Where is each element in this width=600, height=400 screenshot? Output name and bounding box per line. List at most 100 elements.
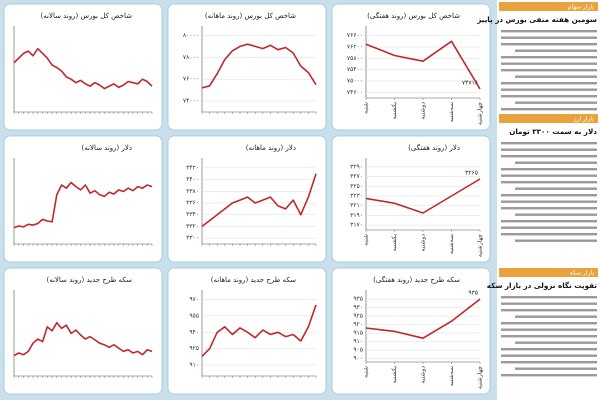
- y-tick-label: ۳۲۹۰: [350, 163, 363, 170]
- section-header-bar: [499, 2, 598, 11]
- text-line: [515, 101, 597, 104]
- chart-panel: [167, 135, 327, 263]
- chart-title: دلار (روند سالانه): [82, 144, 132, 152]
- x-tick-label: سه‌شنبه: [448, 102, 455, 122]
- y-tick-label: ۷۴۶۰۰: [347, 89, 363, 96]
- text-line: [501, 296, 597, 299]
- chart-title: شاخص کل بورس (روند ماهانه): [205, 12, 296, 20]
- chart-panel: [3, 3, 163, 131]
- y-tick-label: ۷۶۰۰۰: [183, 76, 199, 83]
- y-tick-label: ۸۰۰۰۰: [183, 32, 199, 39]
- y-tick-label: ۳۴۰۰: [186, 176, 199, 183]
- y-tick-label: ۳۱۹۰: [350, 212, 363, 219]
- text-line: [515, 49, 597, 52]
- text-line: [501, 194, 597, 197]
- text-line: [501, 200, 597, 203]
- text-line: [515, 341, 597, 344]
- text-line: [501, 69, 597, 72]
- data-line: [13, 181, 153, 229]
- text-line: [501, 82, 597, 85]
- text-line: [501, 328, 597, 331]
- y-tick-label: ۷۶۶۰۰: [347, 32, 363, 39]
- x-tick-label: سه‌شنبه: [448, 366, 455, 386]
- text-line: [501, 361, 597, 364]
- text-line: [501, 155, 597, 158]
- y-tick-label: ۹۳۰: [353, 304, 363, 311]
- y-tick-label: ۷۵۰۰۰: [347, 78, 363, 85]
- text-line: [501, 181, 597, 184]
- chart-title: سکه طرح جدید (روند ماهانه): [211, 276, 296, 284]
- data-line: [13, 321, 153, 357]
- y-tick-label: ۹۱۰: [189, 362, 199, 369]
- data-label: ۷۴۷۱۶: [462, 80, 478, 87]
- data-label: ۹۳۵: [468, 290, 478, 297]
- text-line: [501, 88, 597, 91]
- data-line: [365, 178, 481, 214]
- text-line: [501, 302, 597, 305]
- y-tick-label: ۳۴۲۰: [186, 164, 199, 171]
- text-line: [515, 75, 597, 78]
- text-line: [501, 36, 597, 39]
- text-line: [501, 374, 597, 377]
- y-tick-label: ۹۱۰: [353, 338, 363, 345]
- text-line: [515, 315, 597, 318]
- y-tick-label: ۳۳۴۰: [186, 211, 199, 218]
- y-tick-label: ۷۵۴۰۰: [347, 66, 363, 73]
- data-line: [201, 304, 317, 357]
- section-title: تقویت نگاه نزولی در بازار سکه: [487, 281, 597, 290]
- y-tick-label: ۳۳۶۰: [186, 200, 199, 207]
- chart-title: شاخص کل بورس (روند هفتگی): [367, 11, 460, 20]
- y-tick-label: ۳۱۷۰: [350, 222, 363, 229]
- x-tick-label: یکشنبه: [391, 234, 398, 252]
- x-tick-label: یکشنبه: [391, 366, 398, 384]
- section-header: بازار ارز: [573, 116, 595, 123]
- y-tick-label: ۳۲۳۰: [350, 193, 363, 200]
- y-tick-label: ۹۰۰: [353, 355, 363, 362]
- x-tick-label: دوشنبه: [420, 102, 427, 120]
- text-line: [515, 161, 597, 164]
- text-line: [515, 367, 597, 370]
- sidebar-background: [497, 0, 600, 400]
- section-header-bar: [499, 268, 598, 277]
- y-tick-label: ۳۳۸۰: [186, 188, 199, 195]
- y-tick-label: ۷۵۸۰۰: [347, 55, 363, 62]
- x-tick-label: سه‌شنبه: [448, 234, 455, 254]
- y-tick-label: ۹۱۵: [353, 330, 363, 337]
- text-line: [501, 348, 597, 351]
- data-line: [365, 298, 481, 339]
- text-line: [501, 142, 597, 145]
- x-tick-label: دوشنبه: [420, 234, 427, 252]
- y-tick-label: ۹۵۵: [189, 312, 199, 319]
- y-tick-label: ۷۶۲۰۰: [347, 44, 363, 51]
- y-tick-label: ۳۲۷۰: [350, 173, 363, 180]
- chart-title: سکه طرح جدید (روند هفتگی): [373, 275, 460, 284]
- y-tick-label: ۹۰۵: [353, 347, 363, 354]
- data-line: [201, 43, 317, 89]
- section-header-bar: [499, 114, 598, 123]
- text-line: [501, 233, 597, 236]
- text-line: [501, 95, 597, 98]
- text-line: [501, 43, 597, 46]
- y-tick-label: ۹۲۵: [353, 313, 363, 320]
- text-line: [501, 220, 597, 223]
- chart-panel: [3, 135, 163, 263]
- chart-panel: [3, 267, 163, 395]
- section-header: بازار سکه: [570, 270, 595, 277]
- chart-title: دلار (روند هفتگی): [408, 143, 460, 152]
- section-header: بازار سهام: [568, 4, 595, 11]
- text-line: [515, 239, 597, 242]
- text-line: [501, 226, 597, 229]
- text-line: [501, 354, 597, 357]
- text-line: [501, 322, 597, 325]
- text-line: [501, 174, 597, 177]
- data-line: [201, 173, 317, 228]
- x-tick-label: چهارشنبه: [477, 366, 484, 389]
- x-tick-label: شنبه: [363, 102, 370, 114]
- text-line: [501, 168, 597, 171]
- y-tick-label: ۳۳۲۰: [186, 223, 199, 230]
- section-title: سومین هفته منفی بورس در پاییز: [476, 15, 597, 24]
- text-line: [515, 213, 597, 216]
- chart-title: سکه طرح جدید (روند سالانه): [47, 276, 133, 284]
- y-tick-label: ۳۲۱۰: [350, 202, 363, 209]
